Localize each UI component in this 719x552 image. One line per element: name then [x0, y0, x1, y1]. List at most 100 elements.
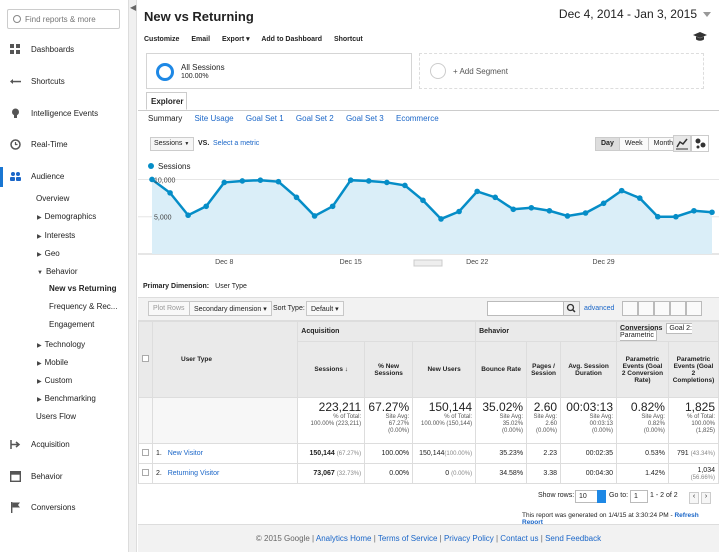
sub-overview[interactable]: Overview [36, 194, 70, 203]
shortcut-button[interactable]: Shortcut [333, 36, 363, 43]
col-completions[interactable]: Parametric Events (Goal 2 Completions) [667, 341, 719, 398]
col-new-users[interactable]: New Users [412, 341, 477, 398]
next-page-button[interactable]: › [701, 492, 711, 504]
select-metric-link[interactable]: Select a metric [213, 140, 260, 147]
sub-technology[interactable]: ▶ Technology [37, 340, 85, 349]
line-chart-button[interactable] [673, 135, 691, 152]
empty-ring-icon [430, 63, 446, 79]
month-button[interactable]: Month [653, 140, 674, 147]
col-user-type[interactable]: User Type [151, 321, 299, 398]
col-avg-duration[interactable]: Avg. Session Duration [560, 341, 618, 398]
performance-view-icon[interactable] [654, 301, 670, 316]
feedback-link[interactable]: Send Feedback [545, 534, 602, 543]
add-to-dashboard-button[interactable]: Add to Dashboard [261, 36, 322, 43]
data-point [528, 204, 535, 211]
nav-acquisition[interactable]: Acquisition [0, 435, 128, 455]
refresh-report-link[interactable]: Refresh Report [522, 512, 699, 526]
sub-engagement[interactable]: Engagement [49, 320, 95, 329]
total-value: 1,825 [684, 400, 715, 414]
primary-dimension-value[interactable]: User Type [215, 283, 247, 290]
subtab-site-usage[interactable]: Site Usage [194, 114, 234, 123]
analytics-home-link[interactable]: Analytics Home [315, 534, 372, 543]
data-point [347, 177, 354, 183]
cell-pages: 2.23 [526, 443, 562, 464]
row-checkbox[interactable] [142, 449, 149, 456]
add-segment-button[interactable]: + Add Segment [419, 53, 704, 89]
nav-intelligence-events[interactable]: Intelligence Events [0, 104, 128, 124]
sub-frequency[interactable]: Frequency & Rec... [49, 302, 118, 311]
user-type-link[interactable]: Returning Visitor [167, 470, 220, 477]
search-input[interactable] [25, 13, 117, 26]
sub-demographics[interactable]: ▶ Demographics [37, 212, 96, 221]
segment-name: All Sessions [181, 63, 225, 72]
subtab-goal-set-3[interactable]: Goal Set 3 [345, 114, 384, 123]
totals-blank [138, 397, 153, 444]
sub-interests[interactable]: ▶ Interests [37, 231, 75, 240]
privacy-link[interactable]: Privacy Policy [443, 534, 494, 543]
col-pages-session[interactable]: Pages / Session [526, 341, 562, 398]
plot-rows-button[interactable]: Plot Rows [148, 301, 190, 316]
week-button[interactable]: Week [620, 138, 649, 150]
advanced-filter-link[interactable]: advanced [584, 305, 615, 312]
col-new-sessions[interactable]: % New Sessions [364, 341, 414, 398]
sub-benchmarking[interactable]: ▶ Benchmarking [37, 394, 96, 403]
nav-behavior[interactable]: Behavior [0, 467, 128, 487]
search-box[interactable] [7, 9, 120, 29]
subtab-summary[interactable]: Summary [148, 114, 183, 123]
go-to-input[interactable]: 1 [630, 490, 648, 503]
prev-page-button[interactable]: ‹ [689, 492, 699, 504]
nav-real-time[interactable]: Real-Time [0, 135, 128, 155]
col-conv-rate[interactable]: Parametric Events (Goal 2 Conversion Rat… [616, 341, 669, 398]
table-view-icon[interactable] [622, 301, 638, 316]
subtab-ecommerce[interactable]: Ecommerce [395, 114, 439, 123]
group-acquisition: Acquisition [297, 321, 477, 342]
sub-geo[interactable]: ▶ Geo [37, 249, 60, 258]
sidebar-collapse-handle[interactable]: ◀ [129, 0, 137, 552]
total-completions: 1,825% of Total: 100.00% (1,825) [667, 397, 719, 444]
col-bounce-rate[interactable]: Bounce Rate [475, 341, 528, 398]
terms-link[interactable]: Terms of Service [377, 534, 438, 543]
table-search-button[interactable] [563, 301, 580, 316]
subtab-goal-set-2[interactable]: Goal Set 2 [295, 114, 334, 123]
data-point [456, 208, 462, 215]
contact-link[interactable]: Contact us [500, 534, 539, 543]
date-range-picker[interactable]: Dec 4, 2014 - Jan 3, 2015 [559, 7, 711, 21]
expand-icon: ▶ [37, 252, 42, 258]
secondary-dimension-button[interactable]: Secondary dimension ▾ [189, 301, 272, 316]
sub-new-vs-returning[interactable]: New vs Returning [49, 284, 117, 293]
sub-users-flow[interactable]: Users Flow [36, 412, 77, 421]
tab-explorer[interactable]: Explorer [146, 92, 187, 110]
row-checkbox[interactable] [142, 469, 149, 476]
total-sub: Site Avg: [385, 414, 410, 420]
nav-dashboards[interactable]: Dashboards [0, 40, 128, 60]
show-rows-spinner[interactable] [597, 490, 606, 503]
user-type-link[interactable]: New Visitor [167, 450, 203, 457]
sort-type-select[interactable]: Default ▾ [306, 301, 344, 316]
sub-mobile[interactable]: ▶ Mobile [37, 358, 68, 367]
pivot-view-icon[interactable] [686, 301, 702, 316]
sub-behavior[interactable]: ▼ Behavior [37, 267, 78, 276]
segment-all-sessions[interactable]: All Sessions 100.00% [146, 53, 412, 89]
export-button[interactable]: Export ▾ [222, 36, 250, 43]
sub-custom[interactable]: ▶ Custom [37, 376, 72, 385]
expand-icon: ▶ [37, 234, 42, 240]
comparison-view-icon[interactable] [670, 301, 686, 316]
metric-select[interactable]: Sessions ▼ [150, 137, 194, 151]
subtab-goal-set-1[interactable]: Goal Set 1 [245, 114, 284, 123]
day-button[interactable]: Day [596, 138, 620, 150]
email-button[interactable]: Email [191, 36, 211, 43]
motion-chart-button[interactable] [691, 135, 709, 152]
graduation-cap-icon[interactable] [693, 32, 707, 42]
select-all-checkbox[interactable] [142, 355, 149, 362]
cell-completions: 1,034 (56.66%) [667, 463, 719, 484]
show-rows-select[interactable]: 10 [575, 490, 599, 503]
customize-button[interactable]: Customize [144, 36, 180, 43]
grid-icon [10, 44, 20, 54]
cell-duration: 00:04:30 [560, 463, 618, 484]
pie-view-icon[interactable] [638, 301, 654, 316]
col-sessions[interactable]: Sessions ↓ [297, 341, 366, 398]
nav-shortcuts[interactable]: Shortcuts [0, 72, 128, 92]
nav-conversions[interactable]: Conversions [0, 498, 128, 518]
nav-audience[interactable]: Audience [0, 167, 128, 187]
total-sub: % of Total: [333, 414, 362, 420]
